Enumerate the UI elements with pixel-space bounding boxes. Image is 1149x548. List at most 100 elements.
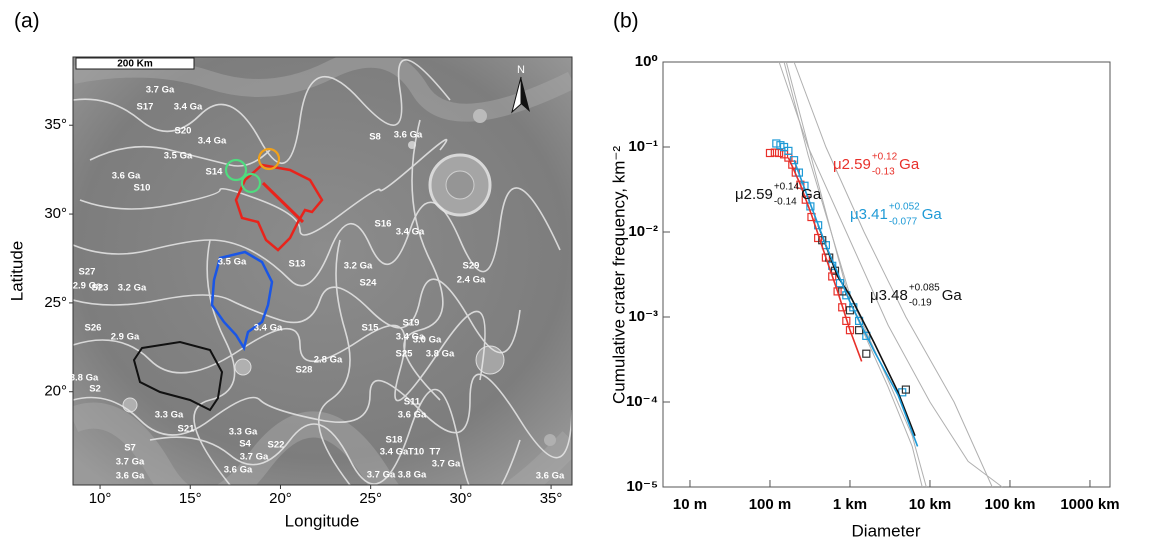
north-arrow [521,77,530,112]
unit-label: 3.4 Ga [198,136,227,147]
y-tick-label: 20° [44,383,67,400]
unit-label: S11 [404,397,421,408]
unit-label: S14 [206,167,224,178]
unit-label: S20 [175,126,192,137]
unit-label: 2.9 Ga [111,332,140,343]
scale-bar-label: 200 Km [117,59,153,70]
unit-label: S19 [403,318,420,329]
data-point [901,385,910,394]
unit-label: S29 [463,261,480,272]
annotation-unit: Ga [922,206,943,223]
unit-label: S23 [92,283,109,294]
curve [783,61,927,488]
curve [785,61,923,488]
annotation-lower: -0.077 [889,217,918,228]
unit-label: 3.2 Ga [118,283,147,294]
y-tick-label: 35° [44,116,67,133]
unit-label: S10 [134,183,151,194]
unit-label: 3.0 Ga [413,335,442,346]
data-point [770,148,779,157]
unit-label: 3.7 Ga [146,85,175,96]
unit-label: 3.2 Ga [344,261,373,272]
unit-label: 3.6 Ga [394,130,423,141]
y-tick-label: 10⁻² [628,223,658,240]
unit-label: S24 [360,278,378,289]
unit-label: 3.4 Ga [380,447,409,458]
unit-label: S28 [296,365,313,376]
x-axis-label: Longitude [285,511,360,530]
y-tick-label: 10⁻⁵ [626,478,658,495]
annotation-upper: +0.052 [889,202,920,213]
y-tick-label: 30° [44,205,67,222]
data-point [845,326,855,335]
unit-label: S16 [375,219,392,230]
unit-label: T7 [429,447,440,458]
unit-label: 3.3 Ga [155,410,184,421]
x-tick-label: 15° [179,490,202,507]
annotation-value: μ2.59 [833,156,871,173]
unit-label: 3.7 Ga [367,470,396,481]
x-tick-label: 10° [89,490,112,507]
unit-label: S2 [89,384,101,395]
x-tick-label: 10 m [673,496,707,513]
panel-label: (b) [613,10,639,33]
unit-label: 3.8 Ga [426,349,455,360]
unit-label: S17 [137,102,154,113]
unit-label: 3.4 Ga [396,332,425,343]
x-tick-label: 100 km [985,496,1036,513]
y-tick-label: 10⁻¹ [628,138,658,155]
unit-label: 3.6 Ga [116,471,145,482]
unit-label: 3.8 Ga [398,470,427,481]
unit-label: S27 [79,267,96,278]
unit-label: 3.4 Ga [254,323,283,334]
annotation-value: μ3.48 [870,287,908,304]
unit-label: 3.6 Ga [112,171,141,182]
x-tick-label: 25° [359,490,382,507]
unit-label: 3.8 Ga [70,373,99,384]
curve [787,157,863,362]
y-tick-label: 10⁻⁴ [626,393,658,410]
x-tick-label: 1000 km [1060,496,1119,513]
unit-label: S25 [396,349,414,360]
unit-label: 3.4 Ga [174,102,203,113]
unit-label: S8 [369,132,381,143]
unit-label: S22 [268,440,285,451]
annotation-lower: -0.13 [872,167,895,178]
y-tick-label: 10⁰ [635,53,658,70]
unit-label: 3.7 Ga [240,452,269,463]
data-point [862,349,871,358]
unit-label: 3.6 Ga [536,471,565,482]
x-tick-label: 10 km [909,496,952,513]
unit-label: S7 [124,443,136,454]
map-features [73,57,572,485]
unit-label: 3.5 Ga [218,257,247,268]
data-point [828,272,837,281]
data-point [833,287,842,296]
unit-label: 3.7 Ga [432,459,461,470]
chart-panel: (b) Diameter Cumulative crater frequency… [609,10,1119,541]
unit-label: S21 [178,424,196,435]
map-frame [72,56,573,486]
unit-label: 3.6 Ga [398,410,427,421]
data-point [854,326,864,335]
y-tick-label: 10⁻³ [628,308,658,325]
annotation-unit: Ga [801,186,822,203]
annotation-upper: +0.12 [872,152,898,163]
annotation-value: μ3.41 [850,206,888,223]
x-tick-label: 1 km [833,496,867,513]
x-axis-label: Diameter [852,521,921,540]
unit-label: S4 [239,439,251,450]
annotation-unit: Ga [899,156,920,173]
unit-label: T10 [408,447,424,458]
data-point [784,146,793,155]
panel-label: (a) [14,10,40,33]
curve [793,159,919,447]
annotation-unit: Ga [942,287,963,304]
north-label: N [517,64,525,76]
map-panel: 200 Km N (a) Longitude Latitude 10° 15° 20… [7,10,573,530]
unit-label: S18 [386,435,403,446]
scale-bar [75,57,195,70]
annotation-lower: -0.14 [774,197,797,208]
unit-label: S15 [362,323,380,334]
